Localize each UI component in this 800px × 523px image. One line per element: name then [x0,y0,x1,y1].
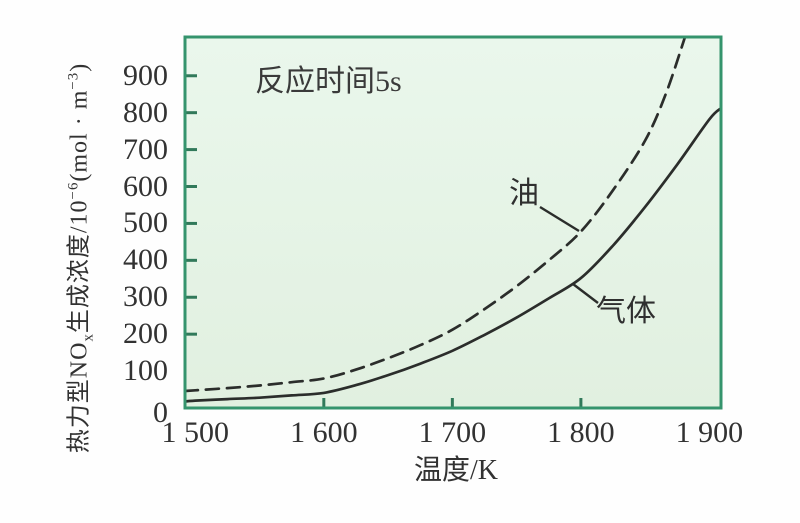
oil-curve-label: 油 [509,177,539,210]
y-axis-title-part: −6 [65,181,82,200]
y-tick-label: 0 [153,396,168,429]
y-tick-label: 700 [123,132,168,166]
y-tick-label: 100 [123,354,168,388]
x-tick-label: 1 500 [161,416,230,449]
y-axis-title-part: (mol · m [66,89,93,182]
gas-curve-label: 气体 [596,295,656,328]
y-axis-title-part: 生成浓度/10 [66,199,93,334]
y-axis-title-part: x [80,333,97,342]
y-tick-label: 500 [123,206,168,240]
y-tick-label: 600 [123,169,168,203]
y-axis-title: 热力型NOx生成浓度/10−6(mol · m−3) [59,63,98,453]
y-axis-title-part: 热力型NO [66,341,93,454]
gas-leader-line [572,283,599,304]
y-tick-label: 800 [123,95,168,129]
x-tick-label: 1 900 [675,416,744,449]
y-axis-title-part: −3 [65,71,82,90]
y-tick-label: 900 [123,58,168,92]
x-tick-label: 1 800 [547,416,615,449]
x-tick-label: 1 600 [290,416,358,449]
gas-curve [185,106,721,403]
reaction-time-annotation: 反应时间5s [255,65,402,98]
x-tick-label: 1 700 [418,416,487,449]
y-axis-title-part: ) [66,62,93,72]
y-tick-label: 400 [123,243,168,277]
plot-border [183,35,723,410]
y-tick-label: 200 [123,317,168,351]
oil-curve [185,37,687,393]
oil-leader-line [539,205,580,233]
y-tick-label: 300 [123,280,168,314]
x-axis-title: 温度/K [413,455,499,486]
